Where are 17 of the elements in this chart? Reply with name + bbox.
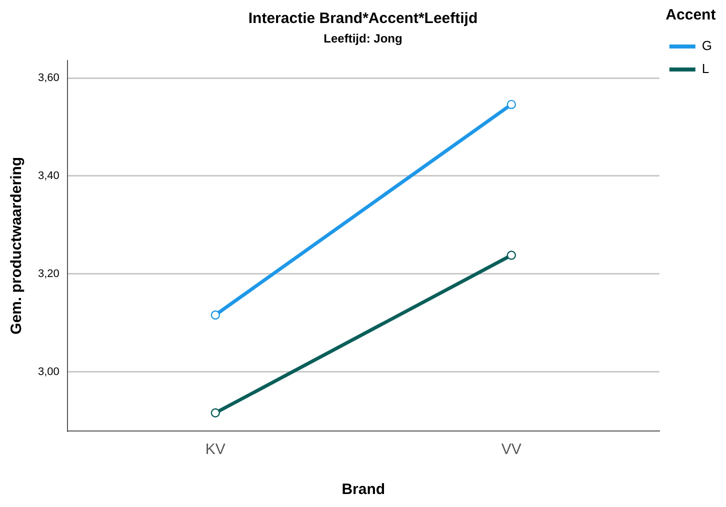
- y-axis-title: Gem. productwaardering: [8, 156, 26, 334]
- legend-title: Accent: [666, 6, 716, 24]
- y-tick-label: 3,40: [38, 170, 60, 182]
- chart-subtitle: Leeftijd: Jong: [324, 32, 402, 46]
- point: [210, 310, 220, 320]
- y-tick-label: 3,00: [38, 366, 60, 378]
- legend-label: L: [702, 61, 710, 76]
- y-tick-label: 3,60: [38, 72, 60, 84]
- y-tick-label: 3,20: [38, 268, 60, 280]
- chart-title: Interactie Brand*Accent*Leeftijd: [248, 10, 478, 28]
- legend-label: G: [702, 38, 712, 54]
- x-tick-label: VV: [501, 441, 522, 458]
- point: [210, 408, 220, 418]
- x-tick-label: KV: [205, 441, 226, 458]
- point: [506, 100, 516, 110]
- point: [506, 250, 516, 260]
- x-axis-title: Brand: [342, 481, 386, 498]
